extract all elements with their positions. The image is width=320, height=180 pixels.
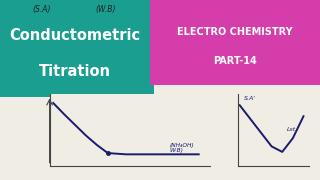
Text: Conductometric: Conductometric — [10, 28, 141, 44]
Text: (S.A): (S.A) — [32, 5, 51, 14]
FancyBboxPatch shape — [150, 0, 320, 85]
Text: (NH₄OH)
W·B): (NH₄OH) W·B) — [170, 143, 194, 154]
Text: ELECTRO CHEMISTRY: ELECTRO CHEMISTRY — [177, 27, 293, 37]
Text: Lst: Lst — [287, 127, 296, 132]
Text: S.A': S.A' — [244, 96, 256, 101]
Text: Titration: Titration — [39, 64, 111, 80]
Text: (W.B): (W.B) — [95, 5, 116, 14]
FancyBboxPatch shape — [0, 0, 154, 97]
Text: PART-14: PART-14 — [213, 56, 257, 66]
